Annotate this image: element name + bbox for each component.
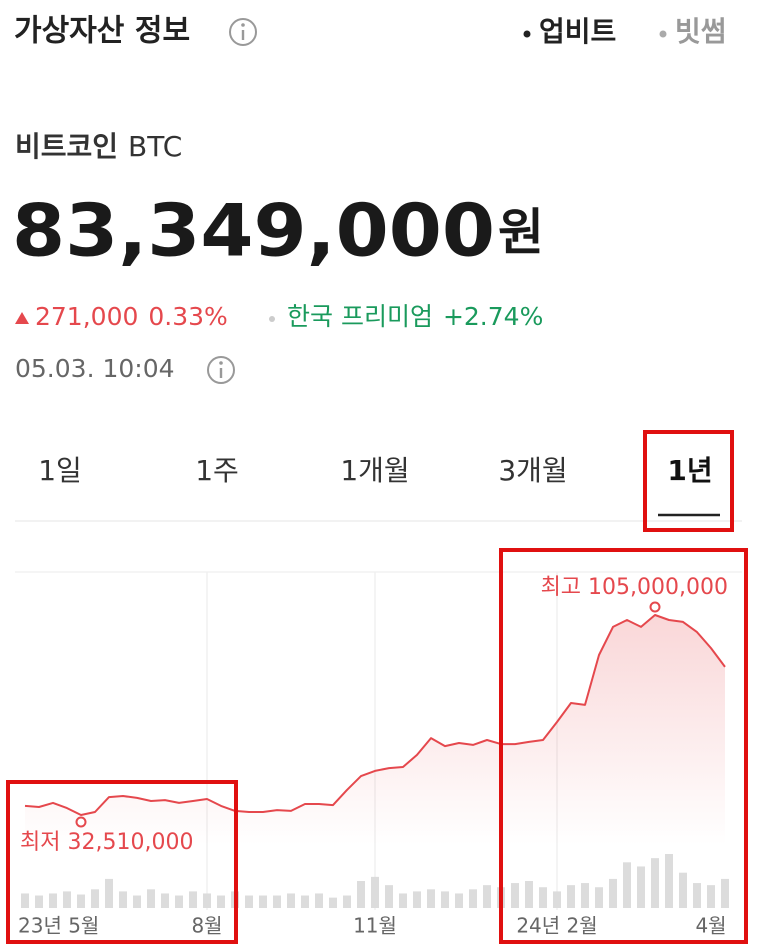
volume-bar: [679, 872, 687, 908]
volume-bar: [63, 891, 71, 908]
volume-bar: [385, 885, 393, 908]
volume-bar: [217, 895, 225, 908]
volume-bar: [175, 895, 183, 908]
price-area: [25, 615, 725, 845]
volume-bar: [301, 895, 309, 908]
volume-bar: [595, 887, 603, 908]
low-marker: [75, 816, 87, 828]
volume-bar: [91, 889, 99, 908]
volume-bar: [287, 893, 295, 908]
volume-bar: [469, 889, 477, 908]
page-title: 가상자산 정보: [14, 14, 190, 49]
highlight-box: [643, 430, 734, 532]
high-marker: [649, 601, 661, 613]
volume-bar: [693, 883, 701, 908]
price-chart: 23년 5월 8월 11월 24년 2월 4월 최저 32,510,000 최고 105,0…: [15, 571, 742, 938]
exchange-tab[interactable]: 업비트: [539, 15, 616, 48]
volume-bar: [189, 891, 197, 908]
volume-bar: [609, 878, 617, 908]
volume-bar: [119, 891, 127, 908]
volume-bar: [77, 894, 85, 908]
highlight-box: [499, 548, 748, 944]
volume-bar: [525, 881, 533, 908]
volume-bar: [245, 895, 253, 908]
asset-name-text: 비트코인: [15, 130, 118, 163]
x-tick-label: 4월: [695, 914, 726, 938]
volume-bar: [427, 889, 435, 908]
volume-bar: [539, 887, 547, 908]
change-amount: 271,000: [35, 302, 138, 331]
x-tick-label: 8월: [191, 914, 222, 938]
exchange-tab[interactable]: 빗썸: [675, 15, 727, 48]
highlight-box: [6, 780, 238, 944]
currency: 원: [498, 204, 544, 262]
volume-bar: [259, 895, 267, 908]
volume-bar: [721, 878, 729, 908]
volume-bar: [133, 895, 141, 908]
change-rate: 0.33%: [148, 302, 227, 331]
volume-bar: [623, 862, 631, 908]
volume-bar: [21, 893, 29, 908]
volume-bar: [441, 891, 449, 908]
bullet: [659, 30, 667, 38]
volume-bar: [483, 885, 491, 908]
low-label: 최저 32,510,000: [20, 830, 193, 855]
volume-bar: [399, 893, 407, 908]
volume-bar: [35, 895, 43, 908]
volume-bar: [567, 885, 575, 908]
price-line: [24, 614, 726, 816]
volume-bar: [315, 893, 323, 908]
x-tick-label: 24년 2월: [516, 914, 597, 938]
x-tick-label: 11월: [353, 914, 397, 938]
asset-symbol: BTC: [128, 130, 182, 163]
volume-bar: [357, 881, 365, 908]
volume-bar: [553, 891, 561, 908]
premium-value: +2.74%: [443, 302, 543, 331]
period-tabs: 1일 1주 1개월 3개월 1년: [38, 454, 720, 517]
volume-bar: [343, 895, 351, 908]
volume-bar: [413, 891, 421, 908]
info-icon[interactable]: [207, 356, 235, 384]
volume-bar: [329, 897, 337, 908]
timestamp: 05.03. 10:04: [15, 354, 175, 383]
volume-bar: [161, 893, 169, 908]
volume-bar: [371, 876, 379, 908]
bullet: [523, 30, 531, 38]
period-tab[interactable]: 1주: [195, 454, 239, 487]
volume-bar: [105, 878, 113, 908]
up-arrow: [15, 312, 29, 324]
volume-bar: [707, 885, 715, 908]
volume-bar: [49, 893, 57, 908]
volume-bar: [511, 883, 519, 908]
asset-name: 비트코인 BTC: [15, 130, 182, 163]
period-tab[interactable]: 1개월: [340, 454, 409, 487]
change: 271,000 0.33%: [35, 302, 228, 331]
price: 83,349,000: [12, 189, 495, 273]
volume-bar: [455, 893, 463, 908]
volume-bar: [273, 895, 281, 908]
volume-bar: [665, 854, 673, 908]
volume-bar: [147, 889, 155, 908]
period-tab[interactable]: 3개월: [498, 454, 567, 487]
volume-bar: [203, 893, 211, 908]
high-label: 최고 105,000,000: [541, 575, 728, 600]
volume-bar: [637, 866, 645, 908]
period-tab[interactable]: 1일: [38, 454, 82, 487]
info-icon[interactable]: [229, 18, 257, 46]
premium-label: 한국 프리미엄: [287, 302, 433, 331]
x-tick-label: 23년 5월: [18, 914, 99, 938]
bullet: [269, 316, 275, 322]
volume-bar: [581, 883, 589, 908]
volume-bar: [651, 858, 659, 908]
period-tab[interactable]: 1년: [667, 454, 712, 487]
premium: 한국 프리미엄 +2.74%: [287, 302, 543, 331]
